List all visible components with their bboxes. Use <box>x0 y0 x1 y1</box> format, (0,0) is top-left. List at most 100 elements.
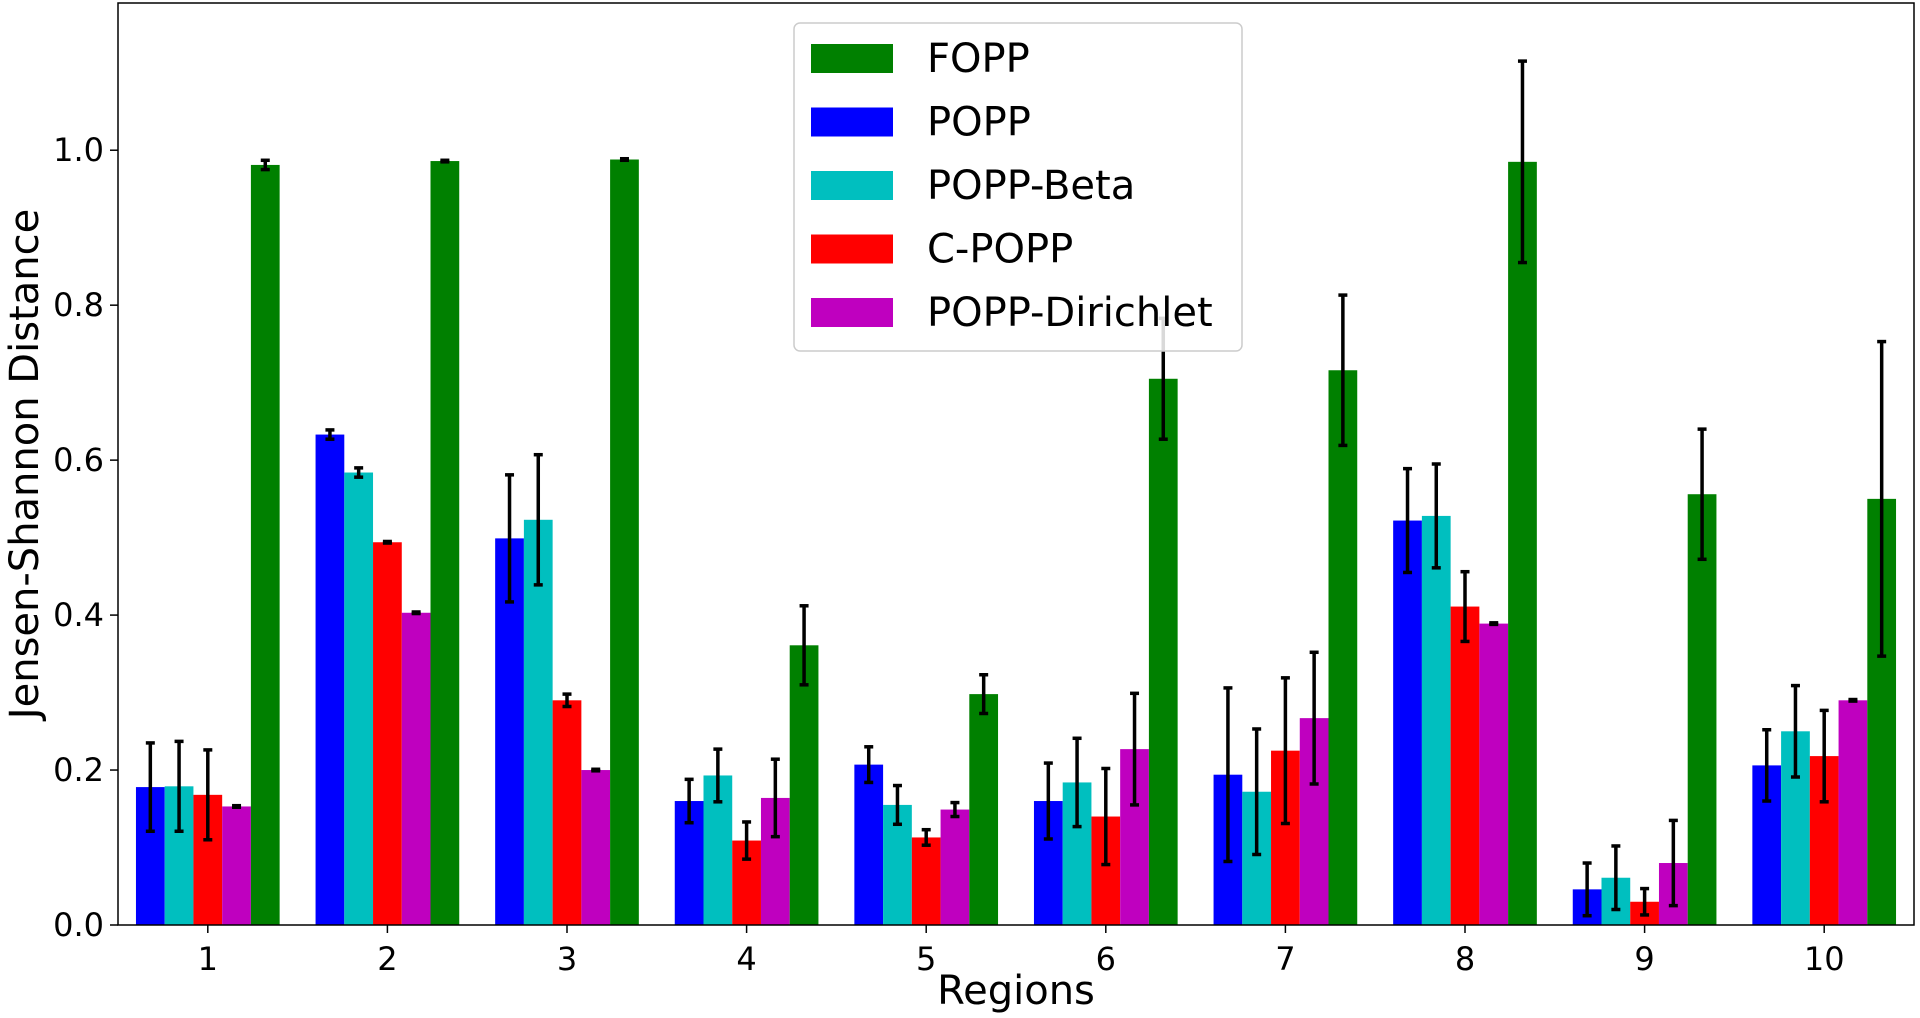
error-bar-popp-beta-region-2 <box>354 466 364 479</box>
error-bar-popp-dirichlet-region-9 <box>1668 818 1678 908</box>
bar-fopp-region-3 <box>610 159 639 925</box>
legend-swatch <box>811 171 893 200</box>
x-tick-label: 2 <box>377 940 397 978</box>
error-bar-popp-region-4 <box>684 777 694 825</box>
error-bar-popp-beta-region-1 <box>174 739 184 834</box>
legend-item-popp: POPP <box>811 100 1031 146</box>
error-bar-popp-region-1 <box>145 741 155 834</box>
y-tick-label: 1.0 <box>53 131 104 169</box>
bar-fopp-region-8 <box>1508 161 1537 926</box>
x-tick-label: 4 <box>736 940 756 978</box>
error-bar-fopp-region-2 <box>440 158 450 164</box>
error-bar-fopp-region-9 <box>1697 427 1707 562</box>
y-tick-label: 0.2 <box>53 751 104 789</box>
bar-fopp-region-4 <box>789 645 819 925</box>
legend-swatch <box>811 298 893 327</box>
x-tick-label: 3 <box>557 940 577 978</box>
error-bar-fopp-region-1 <box>260 158 270 172</box>
error-bar-fopp-region-3 <box>619 156 629 163</box>
legend: FOPP POPP POPP-Beta C-POPP POPP-Dirichlet <box>793 22 1243 352</box>
error-bar-fopp-region-5 <box>979 672 989 716</box>
error-bar-popp-region-10 <box>1762 728 1772 803</box>
legend-swatch <box>811 234 893 264</box>
legend-item-fopp: FOPP <box>811 36 1030 82</box>
x-tick-label: 6 <box>1096 940 1116 978</box>
legend-item-c-popp: C-POPP <box>811 227 1073 273</box>
error-bar-popp-region-2 <box>325 428 335 441</box>
error-bar-popp-dirichlet-region-5 <box>950 800 960 819</box>
bar-popp-beta-region-8 <box>1421 515 1451 925</box>
error-bar-c-popp-region-1 <box>203 748 213 842</box>
error-bar-c-popp-region-2 <box>382 539 392 545</box>
bar-popp-dirichlet-region-2 <box>401 612 431 925</box>
bar-popp-dirichlet-region-3 <box>581 770 611 925</box>
x-tick-label: 8 <box>1455 940 1475 978</box>
legend-item-popp-dirichlet: POPP-Dirichlet <box>811 290 1213 336</box>
x-tick-label: 1 <box>198 940 218 978</box>
error-bar-c-popp-region-6 <box>1101 766 1111 867</box>
error-bars-layer <box>145 59 1887 918</box>
legend-item-popp-beta: POPP-Beta <box>811 163 1135 209</box>
x-axis-title: Regions <box>937 968 1095 1014</box>
error-bar-popp-beta-region-4 <box>713 747 723 804</box>
x-tick-label: 10 <box>1804 940 1845 978</box>
bar-c-popp-region-2 <box>373 542 402 925</box>
error-bar-c-popp-region-10 <box>1819 708 1829 804</box>
error-bar-popp-dirichlet-region-10 <box>1848 697 1858 703</box>
bar-fopp-region-5 <box>969 694 999 925</box>
error-bar-popp-dirichlet-region-4 <box>770 757 780 839</box>
error-bar-popp-region-8 <box>1403 466 1413 575</box>
error-bar-popp-region-7 <box>1223 686 1233 864</box>
plot-frame <box>117 2 1915 926</box>
x-axis: 1 2 3 4 5 6 7 8 9 10 <box>198 925 1845 978</box>
x-tick-label: 9 <box>1634 940 1654 978</box>
error-bar-popp-beta-region-5 <box>892 783 902 827</box>
legend-label: FOPP <box>927 36 1030 82</box>
error-bar-popp-dirichlet-region-3 <box>591 767 601 773</box>
legend-label: POPP-Dirichlet <box>927 290 1213 336</box>
error-bar-fopp-region-4 <box>799 604 809 687</box>
y-tick-label: 0.8 <box>53 286 104 324</box>
bar-popp-region-8 <box>1393 520 1422 925</box>
error-bar-popp-beta-region-3 <box>533 452 543 587</box>
error-bar-popp-region-9 <box>1582 861 1592 918</box>
y-tick-label: 0.4 <box>53 596 104 634</box>
x-tick-label: 7 <box>1275 940 1295 978</box>
bar-fopp-region-2 <box>430 161 460 926</box>
y-axis: 0.0 0.2 0.4 0.6 0.8 1.0 <box>53 131 118 944</box>
bar-fopp-region-1 <box>250 164 280 925</box>
legend-label: POPP <box>927 100 1031 146</box>
error-bar-popp-dirichlet-region-6 <box>1130 691 1140 807</box>
legend-swatch <box>811 107 893 137</box>
error-bar-c-popp-region-9 <box>1640 886 1650 917</box>
bar-popp-region-2 <box>315 434 345 925</box>
error-bar-fopp-region-10 <box>1877 339 1887 658</box>
error-bar-popp-beta-region-7 <box>1252 727 1262 857</box>
error-bar-popp-dirichlet-region-2 <box>411 610 421 616</box>
legend-label: C-POPP <box>927 227 1073 273</box>
error-bar-popp-dirichlet-region-1 <box>232 803 242 809</box>
error-bar-popp-beta-region-8 <box>1431 462 1441 570</box>
legend-label: POPP-Beta <box>927 163 1135 209</box>
y-tick-label: 0.0 <box>53 906 104 944</box>
error-bar-popp-region-6 <box>1043 761 1053 841</box>
bar-popp-dirichlet-region-1 <box>222 806 251 925</box>
error-bar-fopp-region-8 <box>1517 59 1527 265</box>
error-bar-c-popp-region-8 <box>1460 569 1470 644</box>
bars-layer <box>135 159 1897 926</box>
bar-popp-beta-region-3 <box>523 519 553 925</box>
legend-box <box>793 22 1243 352</box>
error-bar-c-popp-region-3 <box>562 692 572 709</box>
y-tick-label: 0.6 <box>53 441 104 479</box>
error-bar-popp-region-3 <box>505 473 515 604</box>
error-bar-popp-dirichlet-region-7 <box>1309 650 1319 786</box>
error-bar-fopp-region-7 <box>1338 293 1348 448</box>
bar-popp-region-5 <box>854 764 884 925</box>
bar-fopp-region-7 <box>1328 370 1358 925</box>
bar-fopp-region-6 <box>1148 378 1178 926</box>
bar-c-popp-region-3 <box>552 700 582 925</box>
error-bar-popp-beta-region-6 <box>1072 736 1082 829</box>
legend-swatch <box>811 44 893 73</box>
bar-c-popp-region-5 <box>911 837 941 925</box>
